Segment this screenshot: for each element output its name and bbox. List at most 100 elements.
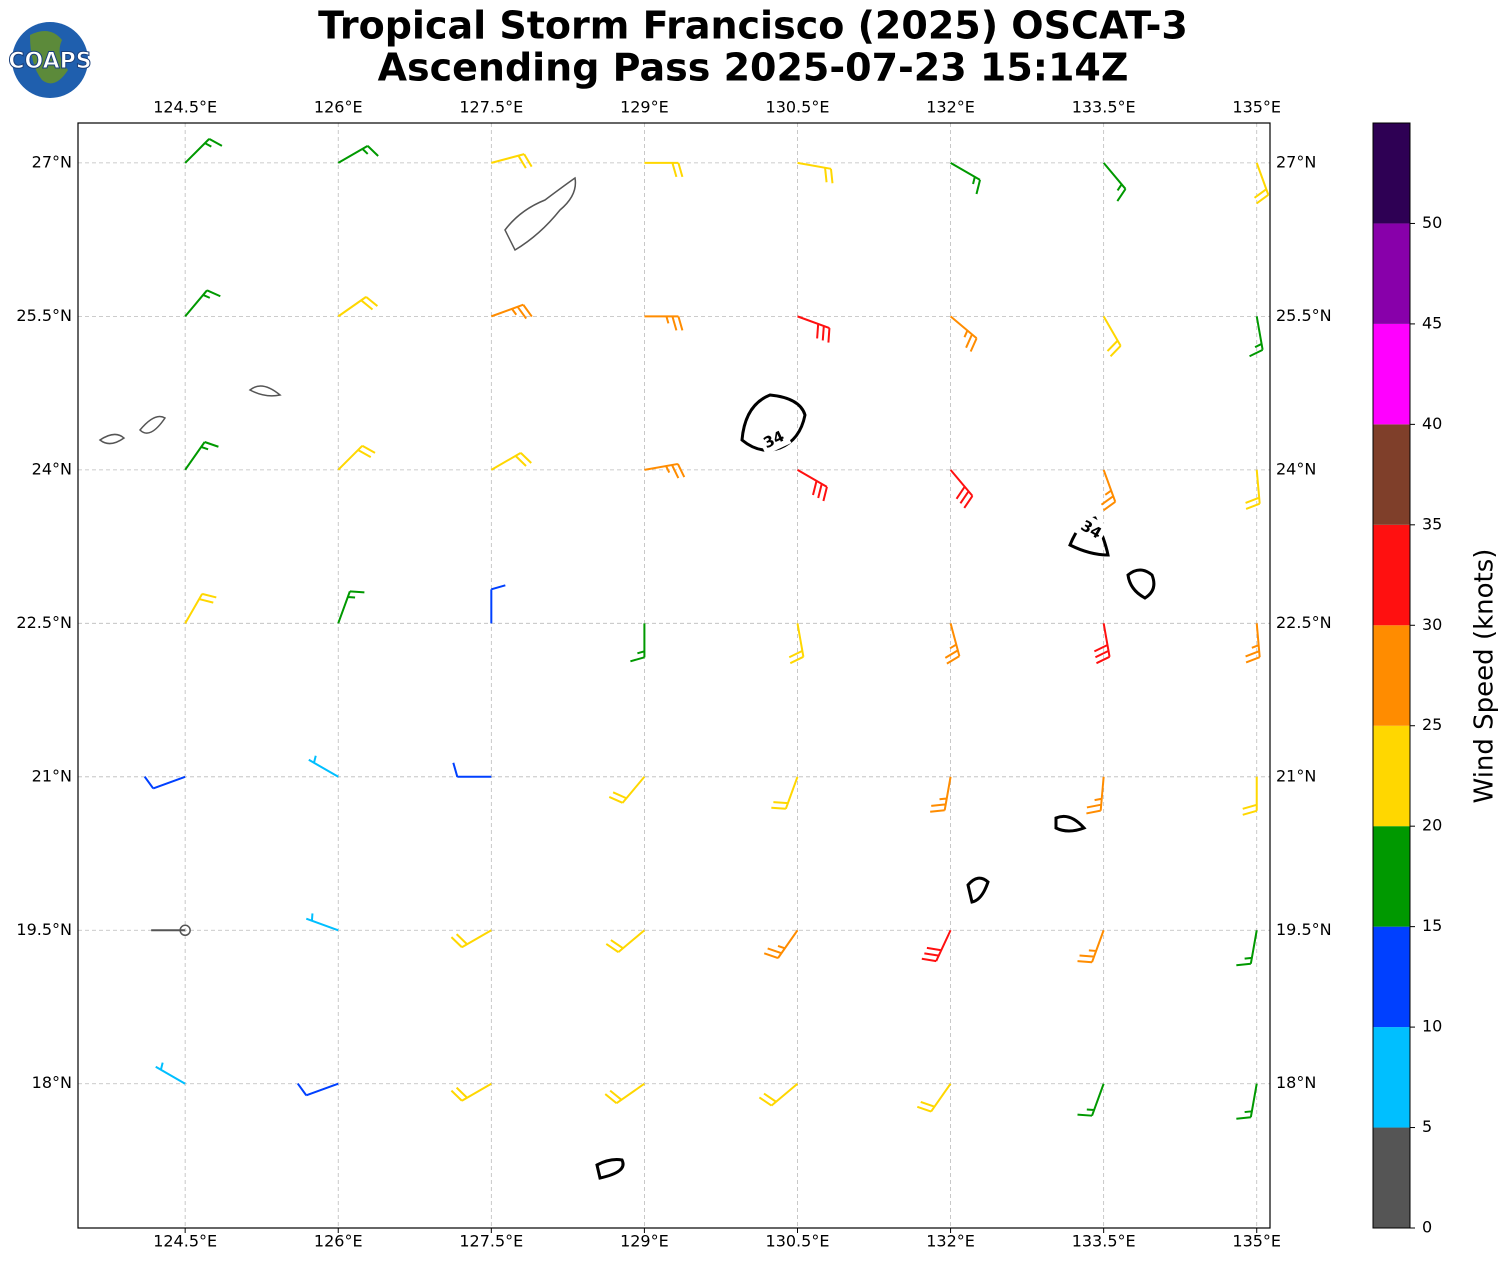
x-tick-label: 126°E <box>314 1232 363 1251</box>
colorbar-label: Wind Speed (knots) <box>1470 549 1500 804</box>
colorbar-tick-label: 50 <box>1422 213 1442 232</box>
x-tick-label: 130.5°E <box>766 1232 830 1251</box>
wind-barb <box>491 153 533 169</box>
wind-barb <box>1236 930 1258 967</box>
colorbar-segment <box>1373 123 1410 224</box>
coastline <box>98 385 282 445</box>
colorbar-segment <box>1373 926 1410 1028</box>
wind-barb <box>490 584 506 624</box>
colorbar-segment <box>1373 524 1410 626</box>
wind-barb <box>337 145 379 164</box>
contour <box>1054 814 1087 833</box>
wind-barb <box>797 161 834 184</box>
colorbar-tick-label: 25 <box>1422 715 1442 734</box>
colorbar-tick-label: 35 <box>1422 514 1442 533</box>
wind-barb <box>949 315 978 352</box>
wind-barb <box>1102 315 1122 357</box>
contour <box>966 876 990 904</box>
wind-barb <box>1100 469 1117 512</box>
x-tick-label-top: 133.5°E <box>1072 98 1136 117</box>
wind-barb <box>450 1082 492 1102</box>
wind-barb <box>796 468 828 502</box>
x-tick-label: 124.5°E <box>153 1232 217 1251</box>
colorbar-frame <box>1372 122 1411 1229</box>
wind-barb <box>644 315 684 331</box>
title-line-2: Ascending Pass 2025-07-23 15:14Z <box>378 46 1129 90</box>
wind-barb <box>1245 623 1261 664</box>
wind-barb <box>644 161 684 178</box>
y-tick-label-right: 21°N <box>1276 766 1316 785</box>
wind-barb <box>184 137 223 164</box>
title-line-1: Tropical Storm Francisco (2025) OSCAT-3 <box>318 4 1188 48</box>
x-tick-label: 132°E <box>926 1232 975 1251</box>
colorbar-tick-label: 5 <box>1422 1117 1432 1136</box>
colorbar-segment <box>1373 1027 1410 1128</box>
wind-barb <box>1086 776 1105 815</box>
y-tick-label: 21°N <box>32 766 72 785</box>
wind-barb <box>1249 316 1264 358</box>
contour-labels: 34 34 <box>756 423 1109 546</box>
wind-barb <box>450 929 492 949</box>
wind-barb <box>949 469 974 509</box>
wind-barb <box>930 776 952 813</box>
colorbar-tick-label: 0 <box>1422 1218 1432 1237</box>
colorbar-segment <box>1373 424 1410 525</box>
wind-barb <box>1102 162 1127 202</box>
contour-label-box <box>756 423 792 455</box>
x-tick-label: 129°E <box>620 1232 669 1251</box>
wind-barb <box>490 451 532 471</box>
y-tick-label: 19.5°N <box>16 920 72 939</box>
wind-barb <box>771 776 799 810</box>
y-tick-label-right: 22.5°N <box>1276 613 1332 632</box>
wind-barb <box>605 929 646 953</box>
colorbar-tick-label: 20 <box>1422 816 1442 835</box>
contour <box>1126 568 1156 600</box>
y-tick-label-right: 19.5°N <box>1276 920 1332 939</box>
wind-barb <box>452 762 492 778</box>
wind-barb <box>1093 623 1111 665</box>
y-tick-label-right: 25.5°N <box>1276 306 1332 325</box>
x-tick-label: 127.5°E <box>459 1232 523 1251</box>
colorbar-tick-label: 40 <box>1422 414 1442 433</box>
x-tick-label-top: 127.5°E <box>459 98 523 117</box>
wind-barb <box>763 929 799 960</box>
y-tick-label: 27°N <box>32 152 72 171</box>
colorbar-tick-label: 10 <box>1422 1017 1442 1036</box>
wind-barb <box>308 755 339 778</box>
x-tick-label-top: 129°E <box>620 98 669 117</box>
wind-barb <box>921 929 952 963</box>
wind-barb <box>184 592 217 624</box>
y-tick-label: 24°N <box>32 459 72 478</box>
wind-barb <box>916 1083 952 1113</box>
contours <box>98 176 1156 1180</box>
colorbar-segment <box>1373 826 1410 927</box>
wind-barb <box>155 1062 186 1085</box>
y-tick-label: 22.5°N <box>16 613 72 632</box>
x-tick-label-top: 135°E <box>1232 98 1281 117</box>
calm-marker <box>179 924 191 937</box>
x-tick-label-top: 126°E <box>314 98 363 117</box>
y-tick-label-right: 24°N <box>1276 459 1316 478</box>
wind-barb <box>1253 162 1270 205</box>
colorbar-segment <box>1373 323 1410 425</box>
y-tick-label-right: 18°N <box>1276 1073 1316 1092</box>
x-tick-label-top: 124.5°E <box>153 98 217 117</box>
x-tick-label: 135°E <box>1232 1232 1281 1251</box>
wind-barb <box>143 775 186 790</box>
wind-barb <box>490 303 533 320</box>
wind-barb <box>337 444 376 471</box>
colorbar-segment <box>1373 625 1410 726</box>
logo-text: COAPS <box>8 49 91 74</box>
colorbar-tick-label: 15 <box>1422 916 1442 935</box>
wind-barb <box>758 1082 799 1107</box>
x-tick-label-top: 130.5°E <box>766 98 830 117</box>
wind-barb <box>788 623 805 665</box>
colorbar-tick-label: 30 <box>1422 615 1442 634</box>
wind-barb <box>604 1082 645 1105</box>
wind-barb <box>797 315 831 343</box>
wind-barb <box>1236 1083 1258 1120</box>
y-tick-label: 25.5°N <box>16 306 72 325</box>
wind-barb <box>1242 776 1258 816</box>
wind-barb <box>1077 1083 1105 1117</box>
